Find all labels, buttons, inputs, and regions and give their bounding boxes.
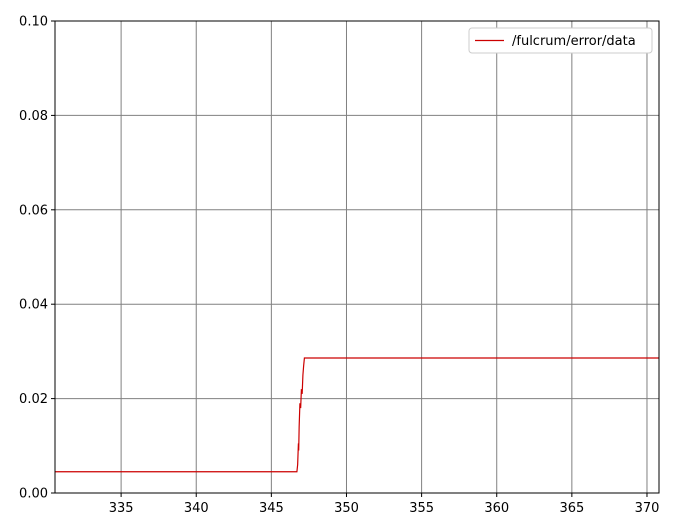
y-tick-label: 0.04 bbox=[19, 298, 48, 313]
y-axis: 0.00 0.02 0.04 0.06 0.08 0.10 bbox=[19, 15, 55, 502]
x-tick-label: 360 bbox=[484, 501, 509, 516]
x-tick-label: 355 bbox=[409, 501, 434, 516]
x-tick-label: 345 bbox=[259, 501, 284, 516]
plot-frame bbox=[54, 20, 660, 494]
y-tick-label: 0.06 bbox=[19, 203, 48, 218]
x-tick-label: 350 bbox=[334, 501, 359, 516]
grid-lines bbox=[55, 20, 659, 494]
y-tick-label: 0.02 bbox=[19, 392, 48, 407]
x-tick-label: 370 bbox=[635, 501, 660, 516]
series-layer bbox=[55, 357, 659, 473]
x-tick-label: 335 bbox=[109, 501, 134, 516]
x-tick-label: 365 bbox=[559, 501, 584, 516]
y-tick-label: 0.10 bbox=[19, 15, 48, 30]
y-tick-label: 0.08 bbox=[19, 109, 48, 124]
x-tick-label: 340 bbox=[184, 501, 209, 516]
legend: /fulcrum/error/data bbox=[468, 27, 653, 54]
y-tick-label: 0.00 bbox=[19, 487, 48, 502]
x-axis: 335 340 345 350 355 360 365 370 bbox=[109, 493, 660, 516]
legend-label: /fulcrum/error/data bbox=[512, 34, 636, 49]
legend-box bbox=[468, 27, 653, 54]
series-line bbox=[55, 357, 659, 473]
